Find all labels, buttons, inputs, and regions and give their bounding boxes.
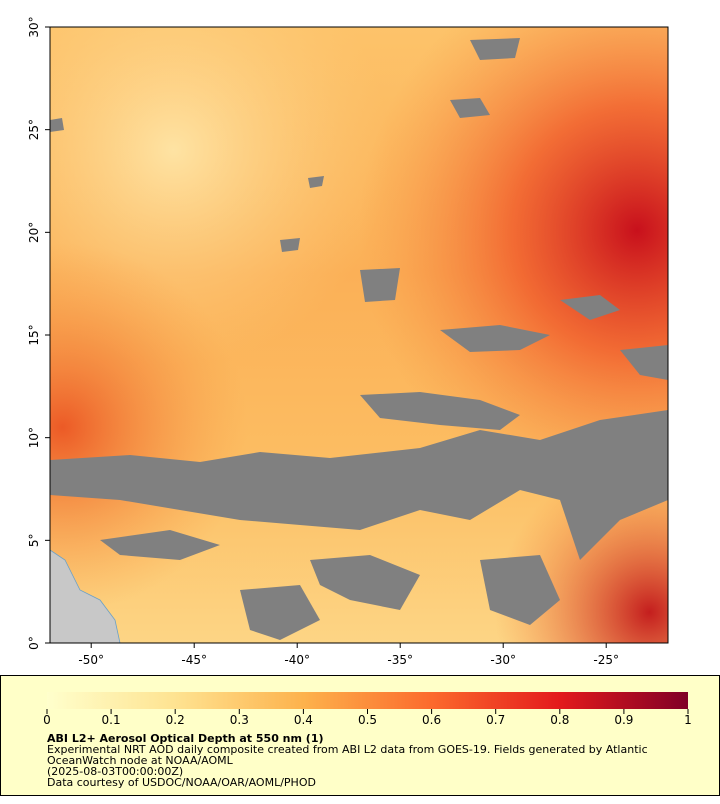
colorbar-tick-label: 0.6 (422, 713, 441, 727)
caption-line: Experimental NRT AOD daily composite cre… (47, 743, 648, 756)
y-tick-label: 25° (27, 119, 41, 140)
y-tick-label: 0° (27, 636, 41, 650)
x-tick-label: -35° (387, 653, 413, 667)
colorbar-tick-label: 0 (43, 713, 51, 727)
colorbar-tick-label: 1 (684, 713, 692, 727)
aod-field (50, 27, 668, 643)
x-tick-label: -45° (181, 653, 207, 667)
y-tick-label: 5° (27, 534, 41, 548)
colorbar-tick-label: 0.9 (614, 713, 633, 727)
y-tick-label: 10° (27, 427, 41, 448)
x-tick-label: -30° (490, 653, 516, 667)
x-tick-label: -50° (78, 653, 104, 667)
caption-line: (2025-08-03T00:00:00Z) (47, 765, 183, 778)
caption-line: OceanWatch node at NOAA/AOML (47, 754, 234, 767)
colorbar-tick-label: 0.3 (230, 713, 249, 727)
axes: -50° -45° -40° -35° -30° -25° 0° 5° 10° 15° 20° 25°… (27, 16, 619, 667)
colorbar-tick-label: 0.2 (166, 713, 185, 727)
colorbar-axis: 0 0.1 0.2 0.3 0.4 0.5 0.6 0.7 0.8 0.9 1 (43, 709, 692, 727)
no-data-areas (50, 38, 668, 640)
colorbar-tick-label: 0.8 (550, 713, 569, 727)
y-tick-label: 30° (27, 16, 41, 37)
land (50, 549, 121, 643)
colorbar-tick-label: 0.1 (102, 713, 121, 727)
caption-line: Data courtesy of USDOC/NOAA/OAR/AOML/PHO… (47, 776, 316, 789)
colorbar-tick-label: 0.4 (294, 713, 313, 727)
caption-title: ABI L2+ Aerosol Optical Depth at 550 nm … (47, 732, 324, 745)
x-tick-label: -40° (284, 653, 310, 667)
x-tick-label: -25° (593, 653, 619, 667)
colorbar-tick-label: 0.5 (358, 713, 377, 727)
y-tick-label: 15° (27, 324, 41, 345)
colorbar (47, 692, 688, 709)
y-tick-label: 20° (27, 222, 41, 243)
colorbar-tick-label: 0.7 (486, 713, 505, 727)
